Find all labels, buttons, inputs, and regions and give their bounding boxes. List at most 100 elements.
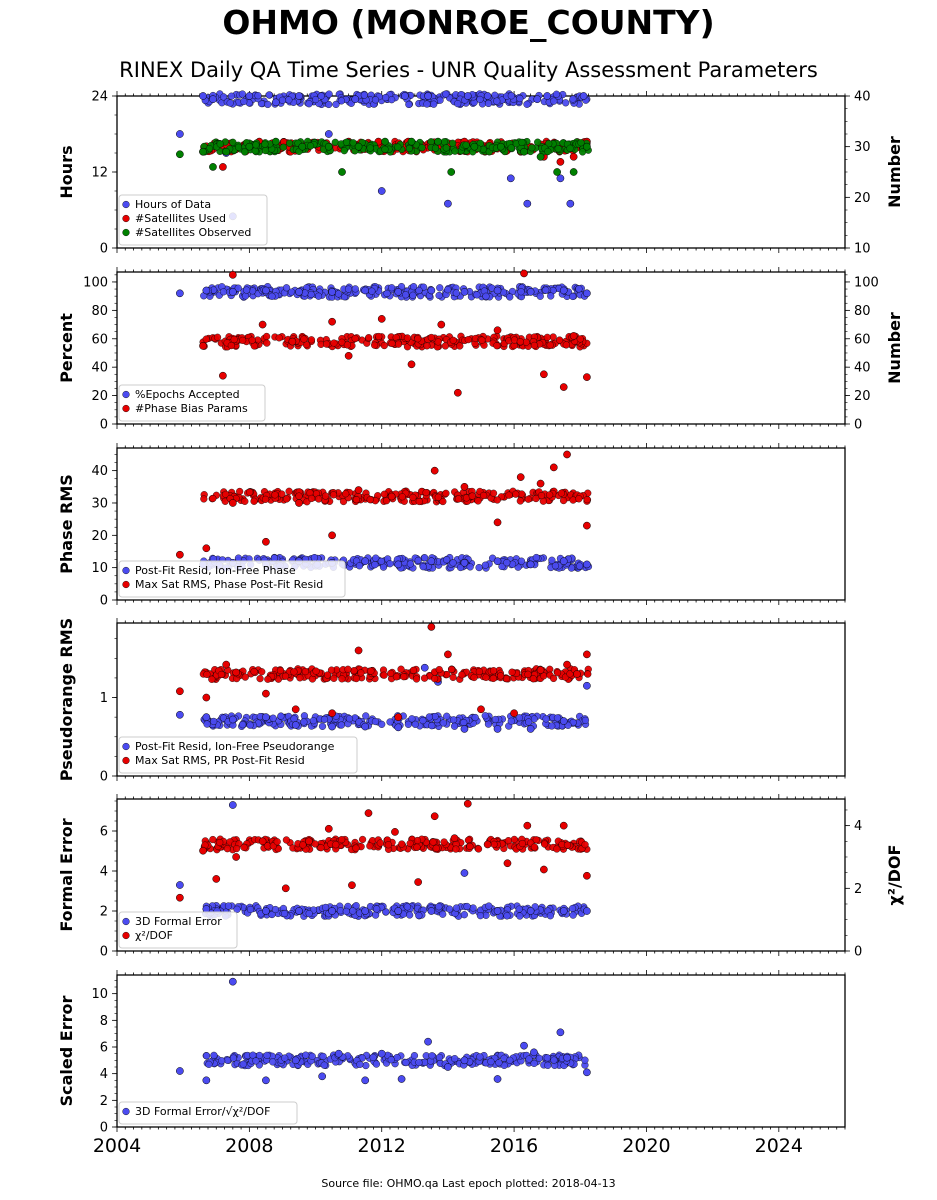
- data-point: [559, 557, 568, 566]
- data-point: [493, 907, 502, 915]
- y-tick-label: 2: [100, 1094, 108, 1109]
- data-point-dense: [411, 720, 419, 728]
- data-point: [543, 92, 552, 100]
- data-point: [427, 286, 436, 295]
- data-point-dense: [525, 1055, 533, 1063]
- data-point: [298, 142, 307, 151]
- data-point-dense: [550, 1056, 558, 1064]
- data-point-dense: [280, 909, 289, 918]
- data-point-dense: [464, 836, 473, 844]
- y-right-tick-label: 80: [854, 304, 871, 319]
- data-point-dense: [425, 713, 433, 721]
- y-axis-label: Hours: [57, 145, 76, 198]
- data-point-dense: [371, 717, 380, 726]
- y-axis-right-label: χ²/DOF: [885, 845, 904, 906]
- data-point-dense: [414, 556, 422, 565]
- data-point-dense: [460, 911, 468, 919]
- data-point: [583, 871, 591, 880]
- y-tick-label: 2: [100, 905, 108, 920]
- data-point-dense: [464, 336, 472, 344]
- data-point-dense: [285, 96, 293, 104]
- data-point-dense: [239, 1060, 247, 1068]
- x-tick-label: 2012: [358, 1135, 406, 1157]
- data-point-dense: [460, 718, 468, 727]
- y-tick-label: 30: [91, 496, 108, 511]
- data-point-dense: [405, 144, 413, 153]
- data-point-dense: [406, 839, 414, 848]
- data-point-dense: [264, 100, 272, 109]
- data-point-dense: [282, 284, 291, 292]
- data-point-dense: [546, 491, 554, 499]
- data-point-dense: [414, 335, 422, 343]
- data-point: [328, 531, 336, 540]
- data-point-dense: [569, 95, 577, 103]
- legend-marker: [122, 756, 130, 765]
- legend-marker: [122, 742, 130, 751]
- data-point-dense: [234, 554, 243, 562]
- data-point: [394, 288, 403, 296]
- y-tick-label: 4: [100, 865, 108, 880]
- data-point-dense: [351, 334, 359, 343]
- data-point: [176, 893, 184, 902]
- data-point: [291, 705, 300, 714]
- data-point-dense: [482, 292, 490, 300]
- data-point-dense: [295, 492, 303, 500]
- data-point: [559, 907, 568, 915]
- data-point-dense: [209, 835, 217, 844]
- y-tick-label: 40: [91, 361, 108, 376]
- data-point-dense: [269, 1058, 277, 1066]
- data-point-dense: [271, 491, 279, 499]
- data-point-dense: [342, 490, 350, 498]
- data-point-dense: [383, 289, 391, 298]
- data-point-dense: [575, 495, 583, 503]
- data-point: [228, 270, 237, 279]
- data-point-dense: [491, 715, 499, 724]
- data-point-dense: [452, 904, 461, 912]
- data-point-dense: [227, 341, 235, 350]
- data-point-dense: [271, 905, 280, 914]
- data-point-dense: [462, 141, 470, 149]
- data-point-dense: [512, 490, 520, 498]
- data-point-dense: [435, 291, 443, 300]
- data-point-dense: [388, 96, 396, 104]
- data-point-dense: [423, 342, 431, 350]
- x-tick-label: 2024: [755, 1135, 803, 1157]
- data-point: [228, 499, 237, 507]
- y-tick-label: 80: [91, 304, 108, 319]
- data-point-dense: [220, 93, 228, 101]
- data-point-dense: [352, 844, 360, 852]
- legend-box: [118, 1101, 298, 1125]
- data-point: [295, 499, 303, 507]
- data-point-dense: [337, 97, 346, 105]
- data-point-dense: [575, 562, 584, 570]
- data-point-dense: [493, 342, 501, 350]
- data-point-dense: [584, 670, 592, 678]
- data-point-dense: [515, 905, 523, 913]
- data-point: [583, 907, 591, 915]
- data-point-dense: [524, 670, 532, 678]
- y-tick-label: 20: [91, 389, 108, 404]
- y-tick-label: 12: [91, 166, 108, 181]
- data-point-dense: [498, 562, 506, 571]
- data-point-dense: [319, 1052, 327, 1061]
- data-point-dense: [543, 333, 551, 341]
- data-point-dense: [242, 286, 251, 294]
- data-point: [553, 168, 561, 176]
- data-point-dense: [556, 336, 564, 344]
- data-point: [351, 95, 360, 104]
- data-point-dense: [456, 342, 464, 350]
- data-point: [228, 977, 237, 986]
- data-point: [295, 288, 303, 296]
- data-point-dense: [432, 844, 440, 852]
- data-point-dense: [439, 497, 447, 506]
- legend-label: 3D Formal Error/√χ²/DOF: [135, 1105, 270, 1118]
- data-point-dense: [317, 92, 325, 100]
- data-point-dense: [562, 341, 570, 349]
- y-right-tick-label: 10: [854, 242, 871, 257]
- data-point-dense: [532, 836, 540, 844]
- data-point: [483, 840, 492, 849]
- data-point-dense: [254, 92, 262, 100]
- data-point-dense: [241, 497, 249, 505]
- data-point-dense: [202, 335, 210, 343]
- legend-label: Hours of Data: [135, 198, 211, 211]
